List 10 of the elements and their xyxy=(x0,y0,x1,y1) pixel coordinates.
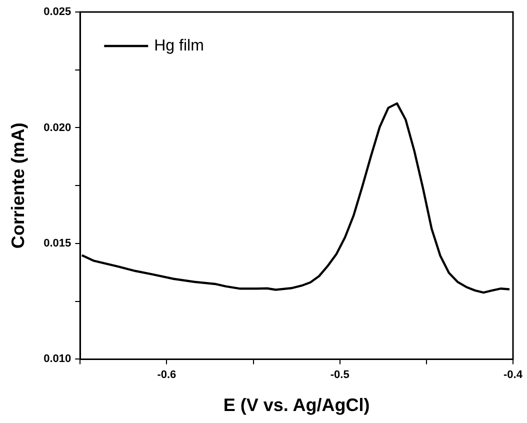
x-axis-title: E (V vs. Ag/AgCl) xyxy=(223,395,370,416)
y-tick-label: 0.010 xyxy=(44,353,72,366)
x-tick-label: -0.6 xyxy=(157,368,176,381)
x-tick-label: -0.5 xyxy=(330,368,350,381)
y-tick-label: 0.025 xyxy=(44,6,72,18)
x-tick-label: -0.4 xyxy=(504,368,524,381)
y-tick-label: 0.015 xyxy=(44,238,72,250)
y-axis-title: Corriente (mA) xyxy=(8,122,28,249)
y-tick-label: 0.020 xyxy=(44,122,72,134)
legend-label: Hg film xyxy=(154,37,204,54)
